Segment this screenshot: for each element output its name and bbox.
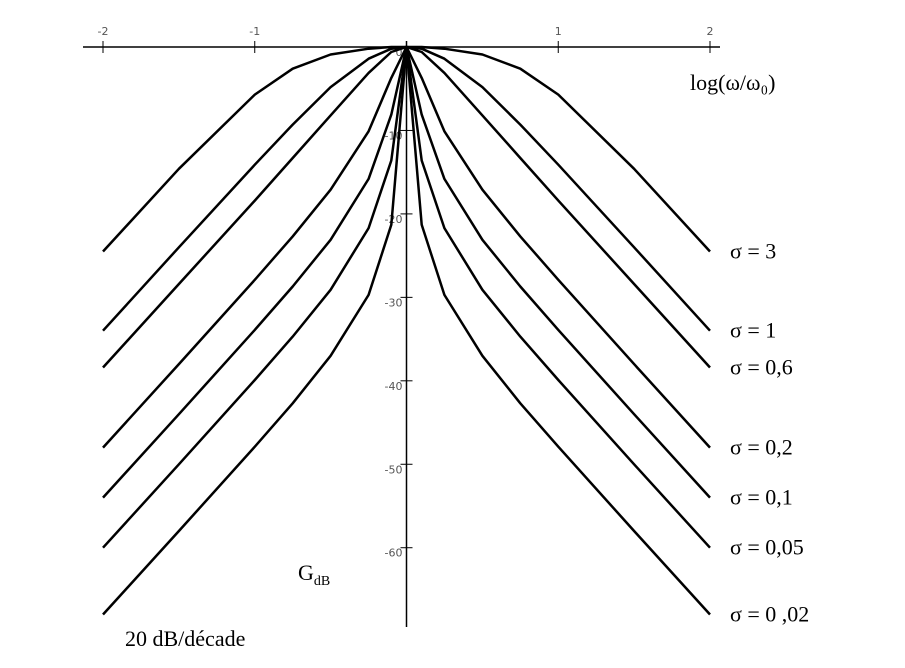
y-axis-label: GdB [298,560,330,589]
y-tick-label: 0 [396,46,403,59]
legend-label: σ = 0,6 [730,354,793,379]
y-label-sub: dB [314,574,330,589]
legend-label: σ = 3 [730,238,776,263]
y-tick-label: -20 [385,213,403,226]
y-tick-label: -60 [385,547,403,560]
legend-label: σ = 0 ,02 [730,601,809,626]
legend-label: σ = 0,05 [730,535,804,560]
x-tick-label: -1 [249,25,260,38]
x-tick-label: 2 [707,25,714,38]
annotation: 20 dB/décade [125,626,245,651]
series-line [102,45,711,616]
legend-label: σ = 0,1 [730,485,793,510]
legend-label: σ = 0,2 [730,435,793,460]
x-axis-label: log(ω/ω₀) [690,70,776,95]
y-tick-label: -50 [385,463,403,476]
y-label-main: G [298,560,314,585]
y-tick-label: -40 [385,380,403,393]
x-tick-label: -2 [98,25,109,38]
y-tick-label: -30 [385,296,403,309]
x-tick-label: 1 [555,25,562,38]
legend-label: σ = 1 [730,318,776,343]
